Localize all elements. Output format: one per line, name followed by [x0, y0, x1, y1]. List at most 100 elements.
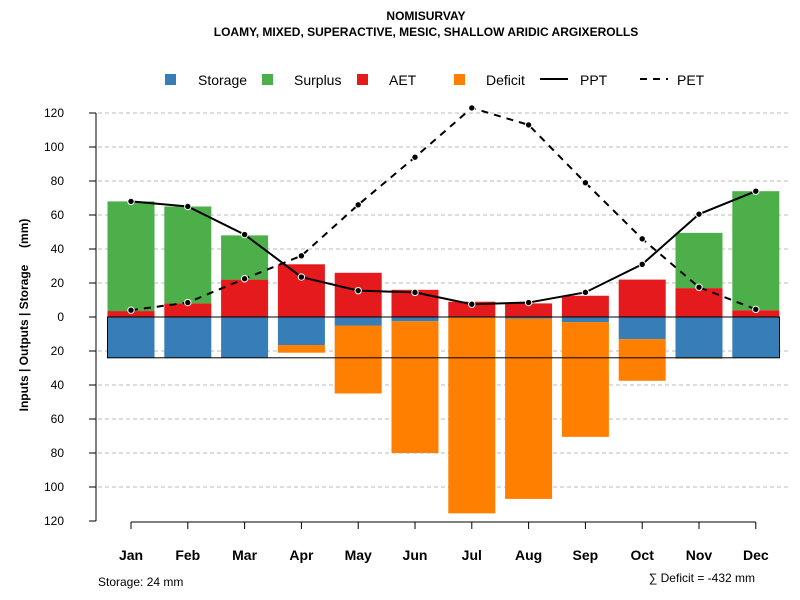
- point-pet: [297, 252, 306, 260]
- deficit-note: ∑ Deficit = -432 mm: [649, 571, 755, 585]
- y-tick-label: 100: [44, 140, 64, 154]
- y-tick-label: 0: [57, 310, 64, 324]
- point-ppt: [581, 288, 590, 297]
- bar-storage: [107, 317, 155, 358]
- bar-storage: [391, 317, 439, 322]
- y-tick-label: 20: [51, 344, 65, 358]
- bar-surplus: [164, 206, 212, 304]
- y-tick-label: 60: [51, 208, 65, 222]
- bar-storage: [618, 317, 666, 340]
- chart-title: NOMISURVAY: [386, 9, 465, 23]
- line-pet: [130, 106, 757, 312]
- legend-label-aet: AET: [389, 72, 417, 88]
- x-tick-label: Aug: [515, 547, 542, 563]
- legend-label-pet: PET: [677, 72, 705, 88]
- point-pet: [695, 283, 703, 291]
- y-tick-label: 80: [51, 174, 65, 188]
- point-pet: [581, 179, 590, 187]
- legend-label-deficit: Deficit: [486, 72, 525, 88]
- y-tick-label: 120: [44, 106, 64, 120]
- y-axis: 120 100 80 60 40 20 0 20 40 60 80 100 120: [44, 106, 97, 528]
- point-pet: [127, 306, 135, 314]
- point-pet: [638, 235, 646, 243]
- point-ppt: [127, 197, 135, 206]
- x-tick-label: Feb: [175, 547, 200, 563]
- y-tick-label: 40: [51, 378, 65, 392]
- bar-storage: [675, 317, 723, 358]
- bar-storage: [505, 317, 553, 319]
- storage-frame: [107, 316, 780, 359]
- point-pet: [468, 104, 476, 112]
- bar-surplus: [732, 191, 780, 311]
- x-tick-label: Mar: [232, 547, 257, 563]
- point-ppt: [695, 210, 703, 218]
- point-ppt: [638, 260, 646, 268]
- x-tick-label: Nov: [686, 547, 713, 563]
- bar-deficit: [505, 318, 553, 499]
- bar-aet: [107, 311, 155, 317]
- point-pet: [752, 305, 760, 314]
- storage-note: Storage: 24 mm: [98, 575, 183, 589]
- y-tick-label: 40: [51, 242, 65, 256]
- bar-deficit: [277, 345, 325, 353]
- bar-deficit: [334, 325, 382, 394]
- x-axis: Jan Feb Mar Apr May Jun Jul Aug Sep Oct Nov Dec: [119, 521, 769, 563]
- bar-deficit: [391, 321, 439, 453]
- point-ppt: [468, 300, 476, 308]
- point-ppt: [184, 202, 192, 211]
- legend-swatch-surplus: [262, 74, 273, 85]
- point-ppt: [524, 298, 533, 307]
- gridlines: [98, 112, 790, 488]
- y-tick-label: 100: [44, 480, 64, 494]
- bar-storage: [221, 317, 269, 358]
- bar-aet: [561, 295, 609, 317]
- point-ppt: [752, 187, 760, 195]
- bar-aet: [277, 264, 325, 317]
- legend: Storage Surplus AET Deficit PPT PET: [165, 72, 705, 88]
- point-pet: [354, 201, 362, 209]
- legend-label-surplus: Surplus: [294, 72, 341, 88]
- point-pet: [184, 298, 192, 307]
- lines: [127, 104, 760, 314]
- bar-storage: [561, 317, 609, 323]
- y-tick-label: 60: [51, 412, 65, 426]
- storage-capacity-box: [107, 316, 780, 359]
- bar-aet: [732, 310, 780, 317]
- legend-label-storage: Storage: [198, 72, 247, 88]
- bar-surplus: [675, 232, 723, 289]
- x-tick-label: Jul: [462, 547, 482, 563]
- legend-label-ppt: PPT: [580, 72, 608, 88]
- y-tick-label: 80: [51, 446, 65, 460]
- bar-aet: [505, 303, 553, 317]
- point-ppt: [240, 230, 249, 239]
- legend-swatch-deficit: [454, 74, 465, 85]
- bar-surplus: [107, 201, 155, 312]
- point-ppt: [354, 286, 362, 295]
- bar-storage: [732, 317, 780, 358]
- bar-aet: [448, 301, 496, 317]
- x-tick-label: Oct: [631, 547, 655, 563]
- bar-storage: [277, 317, 325, 346]
- line-ppt: [130, 190, 757, 306]
- bar-aet: [221, 279, 269, 317]
- x-tick-label: Jun: [403, 547, 428, 563]
- bar-storage: [334, 317, 382, 326]
- bar-aet: [618, 279, 666, 317]
- point-pet: [411, 153, 419, 161]
- y-tick-label: 20: [51, 276, 65, 290]
- bar-storage: [164, 317, 212, 358]
- bar-aet: [675, 288, 723, 317]
- point-pet: [240, 275, 249, 283]
- y-tick-label: 120: [44, 514, 64, 528]
- legend-swatch-storage: [165, 74, 176, 85]
- legend-swatch-aet: [357, 74, 368, 85]
- bar-aet: [164, 303, 212, 317]
- bar-deficit: [448, 317, 496, 514]
- chart-subtitle: LOAMY, MIXED, SUPERACTIVE, MESIC, SHALLO…: [214, 25, 638, 39]
- x-tick-label: Jan: [119, 547, 143, 563]
- point-ppt: [411, 288, 419, 297]
- x-tick-label: Dec: [743, 547, 769, 563]
- point-ppt: [297, 273, 306, 281]
- bar-aet: [334, 272, 382, 317]
